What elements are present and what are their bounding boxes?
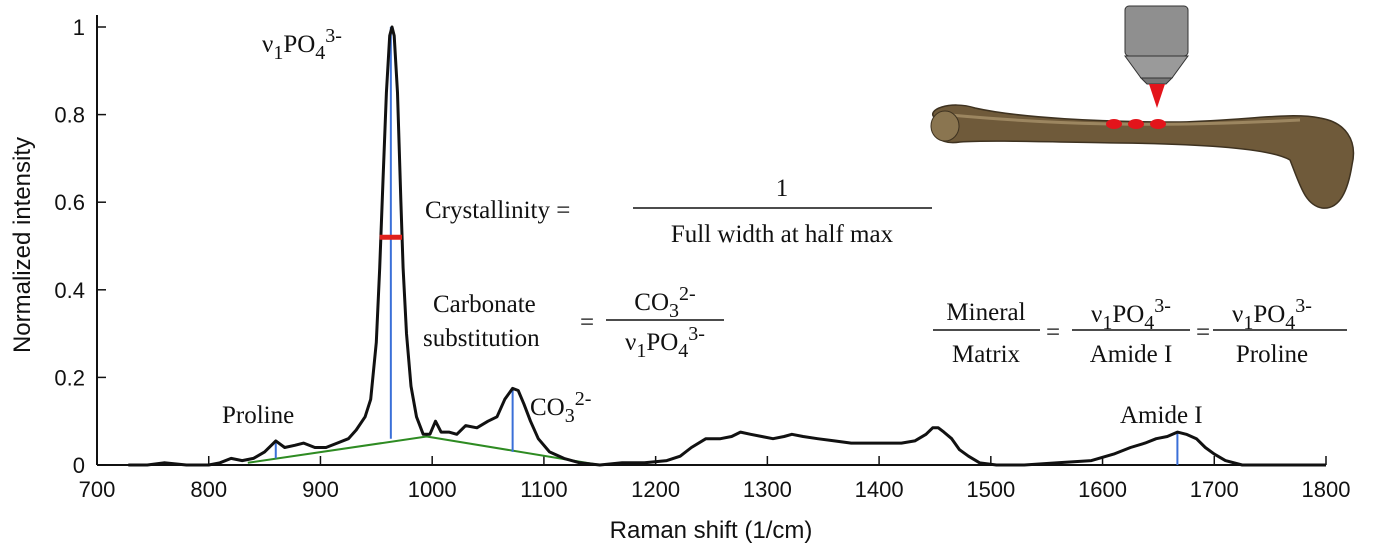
formula-mineral: Mineral Matrix = ν1PO43- Amide I = ν1PO4… — [933, 295, 1347, 368]
formula-text: = — [1196, 319, 1210, 346]
label-part: CO — [634, 289, 669, 316]
label-part: 3- — [1154, 295, 1171, 317]
objective-body — [1125, 6, 1188, 56]
formula-text: Matrix — [952, 341, 1021, 368]
formula-crystallinity: Crystallinity = 1 Full width at half max — [425, 175, 932, 248]
label-part: PO — [283, 31, 315, 58]
y-tick-label: 1 — [73, 15, 85, 40]
y-axis-label: Normalized intensity — [9, 137, 36, 353]
y-tick-label: 0.8 — [54, 103, 85, 128]
formula-text: = — [580, 309, 594, 336]
label-part: ν — [1091, 301, 1102, 328]
x-tick-label: 1300 — [743, 477, 792, 502]
x-tick-label: 1700 — [1190, 477, 1239, 502]
label-part: ν — [625, 329, 636, 356]
formula-text: substitution — [423, 325, 540, 352]
objective-taper — [1125, 56, 1188, 78]
y-tick-label: 0.6 — [54, 190, 85, 215]
x-tick-label: 900 — [302, 477, 339, 502]
label-part: CO — [530, 394, 565, 421]
spot — [1150, 119, 1166, 129]
x-axis-label: Raman shift (1/cm) — [610, 517, 813, 544]
label-part: 2- — [575, 388, 592, 410]
spot — [1128, 119, 1144, 129]
formula-text: ν1PO43- — [625, 323, 705, 362]
label-part: 4 — [315, 42, 325, 64]
chart: Raman shift (1/cm) Normalized intensity … — [0, 0, 1376, 551]
label-part: 3 — [565, 405, 575, 427]
formula-text: Mineral — [946, 299, 1025, 326]
x-tick-label: 1400 — [855, 477, 904, 502]
x-tick-label: 1500 — [966, 477, 1015, 502]
formula-text: Amide I — [1090, 341, 1173, 368]
y-tick-label: 0.4 — [54, 278, 85, 303]
label-part: 3- — [325, 25, 342, 47]
label-part: PO — [646, 329, 678, 356]
formula-text: Full width at half max — [671, 221, 894, 248]
x-tick-label: 800 — [190, 477, 227, 502]
label-part: ν — [262, 31, 273, 58]
label-part: 3 — [669, 300, 679, 322]
peak-label: Amide I — [1120, 402, 1203, 429]
x-tick-label: 1800 — [1302, 477, 1351, 502]
peak-label: ν1PO43- — [262, 25, 342, 64]
x-tick-label: 1600 — [1078, 477, 1127, 502]
x-tick-label: 1200 — [631, 477, 680, 502]
label-part: 4 — [678, 340, 688, 362]
formula-carbonate: Carbonate substitution = CO32- ν1PO43- — [423, 283, 724, 362]
x-tick-label: 1000 — [408, 477, 457, 502]
formula-text: Proline — [1236, 341, 1308, 368]
y-tick-label: 0 — [73, 453, 85, 478]
label-part: 1 — [273, 42, 283, 64]
formula-text: ν1PO43- — [1091, 295, 1171, 334]
formula-text: 1 — [776, 175, 789, 202]
spot — [1106, 119, 1122, 129]
bone-illustration — [931, 6, 1353, 208]
y-tick-label: 0.2 — [54, 365, 85, 390]
x-tick-label: 1100 — [520, 477, 567, 502]
label-part: 3- — [1295, 295, 1312, 317]
label-part: PO — [1253, 301, 1285, 328]
formula-text: Carbonate — [433, 291, 536, 318]
x-tick-label: 700 — [79, 477, 116, 502]
label-part: 2- — [679, 283, 696, 305]
label-part: 3- — [688, 323, 705, 345]
label-part: PO — [1112, 301, 1144, 328]
label-part: 1 — [636, 340, 646, 362]
formula-text: Crystallinity = — [425, 197, 570, 224]
formula-text: ν1PO43- — [1232, 295, 1312, 334]
peak-label: CO32- — [530, 388, 591, 427]
label-part: ν — [1232, 301, 1243, 328]
laser — [1149, 84, 1165, 108]
objective-tip — [1141, 78, 1172, 84]
formula-text: CO32- — [634, 283, 695, 322]
peak-label: Proline — [222, 402, 294, 429]
bone-head — [931, 111, 959, 141]
formula-text: = — [1046, 319, 1060, 346]
